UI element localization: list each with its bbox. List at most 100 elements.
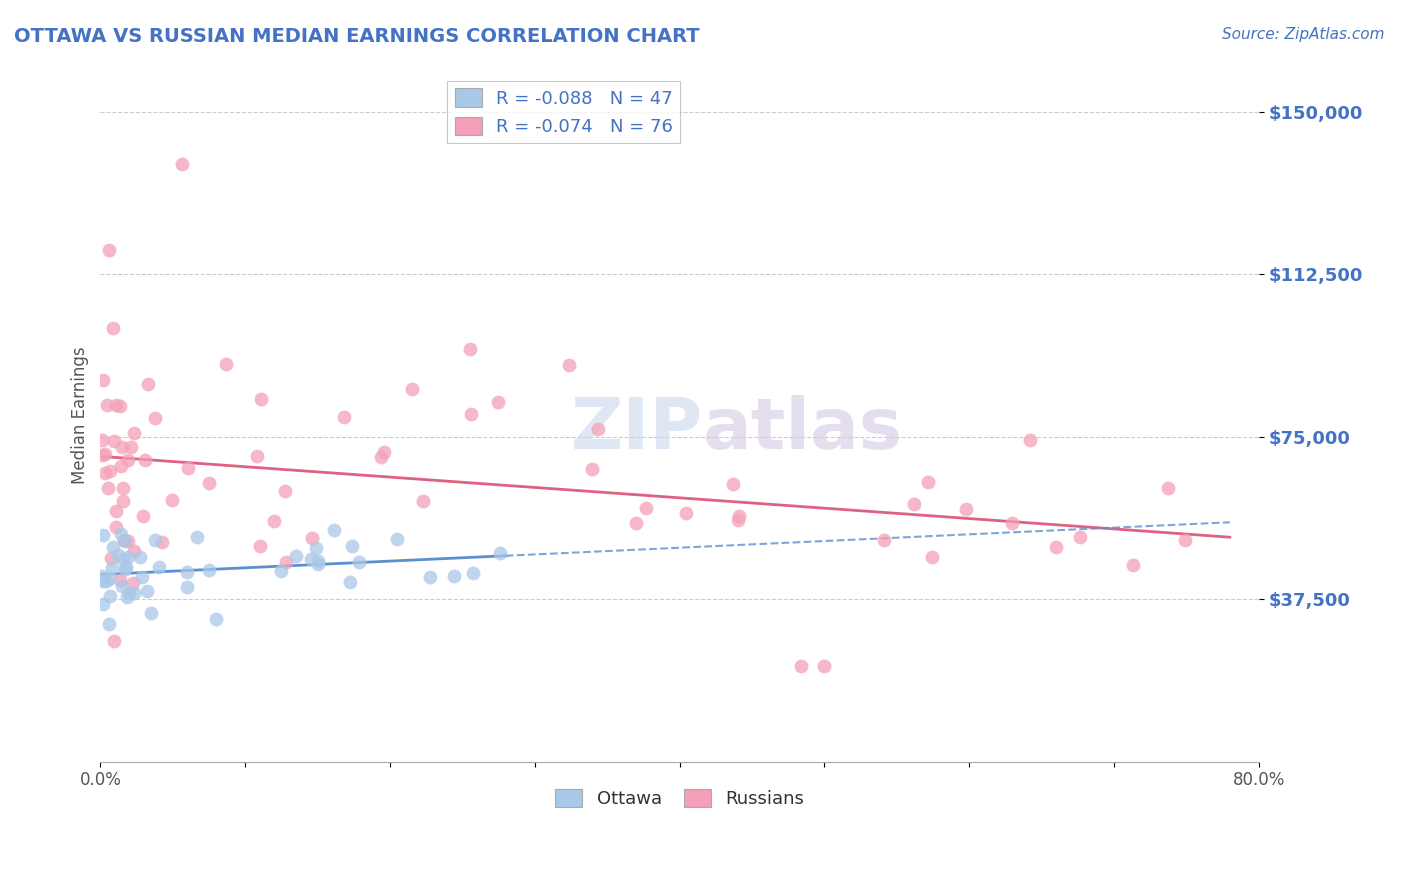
Point — [100, 560, 122, 574]
Point — [270, 564, 292, 578]
Point — [139, 606, 162, 620]
Point — [903, 497, 925, 511]
Point — [274, 483, 297, 498]
Point — [636, 501, 658, 516]
Point — [955, 502, 977, 516]
Point — [401, 382, 423, 396]
Point — [489, 546, 512, 560]
Point — [1069, 530, 1091, 544]
Point — [342, 539, 364, 553]
Point — [1045, 541, 1067, 555]
Point — [100, 550, 122, 565]
Point — [111, 579, 134, 593]
Point — [117, 452, 139, 467]
Legend: Ottawa, Russians: Ottawa, Russians — [548, 781, 811, 815]
Point — [284, 549, 307, 563]
Point — [91, 597, 114, 611]
Point — [790, 659, 813, 673]
Point — [1018, 434, 1040, 448]
Point — [307, 557, 329, 571]
Point — [136, 377, 159, 392]
Point — [385, 532, 408, 546]
Point — [458, 343, 481, 357]
Point — [198, 563, 221, 577]
Point — [558, 358, 581, 372]
Point — [111, 481, 134, 495]
Point — [91, 574, 114, 588]
Point — [132, 509, 155, 524]
Point — [728, 508, 751, 523]
Point — [94, 574, 117, 588]
Point — [91, 448, 114, 462]
Point — [122, 544, 145, 558]
Point — [419, 570, 441, 584]
Point — [122, 425, 145, 440]
Point — [101, 540, 124, 554]
Point — [96, 398, 118, 412]
Point — [114, 559, 136, 574]
Point — [172, 157, 194, 171]
Point — [186, 530, 208, 544]
Point — [112, 533, 135, 548]
Point — [131, 570, 153, 584]
Point — [246, 449, 269, 463]
Point — [104, 503, 127, 517]
Point — [117, 533, 139, 548]
Point — [339, 574, 361, 589]
Point — [118, 586, 141, 600]
Point — [103, 434, 125, 448]
Point — [463, 566, 485, 580]
Point — [624, 516, 647, 531]
Text: atlas: atlas — [703, 394, 903, 464]
Point — [101, 321, 124, 335]
Point — [117, 550, 139, 565]
Point — [198, 475, 221, 490]
Point — [134, 453, 156, 467]
Text: OTTAWA VS RUSSIAN MEDIAN EARNINGS CORRELATION CHART: OTTAWA VS RUSSIAN MEDIAN EARNINGS CORREL… — [14, 27, 700, 45]
Point — [917, 475, 939, 489]
Point — [122, 585, 145, 599]
Point — [129, 550, 152, 565]
Point — [205, 612, 228, 626]
Point — [443, 568, 465, 582]
Point — [112, 551, 135, 566]
Point — [148, 560, 170, 574]
Point — [586, 422, 609, 436]
Point — [370, 450, 392, 464]
Point — [97, 616, 120, 631]
Point — [114, 562, 136, 576]
Point — [373, 444, 395, 458]
Point — [333, 409, 356, 424]
Y-axis label: Median Earnings: Median Earnings — [72, 346, 89, 484]
Point — [107, 548, 129, 562]
Point — [412, 494, 434, 508]
Point — [160, 493, 183, 508]
Point — [110, 459, 132, 474]
Point — [873, 533, 896, 547]
Point — [723, 477, 745, 491]
Point — [274, 555, 297, 569]
Point — [813, 659, 835, 673]
Point — [108, 400, 131, 414]
Point — [135, 583, 157, 598]
Point — [1001, 516, 1024, 531]
Point — [111, 440, 134, 454]
Point — [349, 555, 371, 569]
Point — [249, 539, 271, 553]
Point — [176, 580, 198, 594]
Point — [122, 575, 145, 590]
Point — [176, 461, 198, 475]
Point — [176, 565, 198, 579]
Point — [111, 494, 134, 508]
Point — [97, 244, 120, 258]
Point — [152, 534, 174, 549]
Point — [921, 549, 943, 564]
Point — [97, 481, 120, 495]
Point — [108, 573, 131, 587]
Point — [94, 448, 117, 462]
Point — [105, 398, 128, 412]
Point — [120, 440, 142, 454]
Point — [91, 374, 114, 388]
Point — [115, 590, 138, 604]
Point — [1174, 533, 1197, 547]
